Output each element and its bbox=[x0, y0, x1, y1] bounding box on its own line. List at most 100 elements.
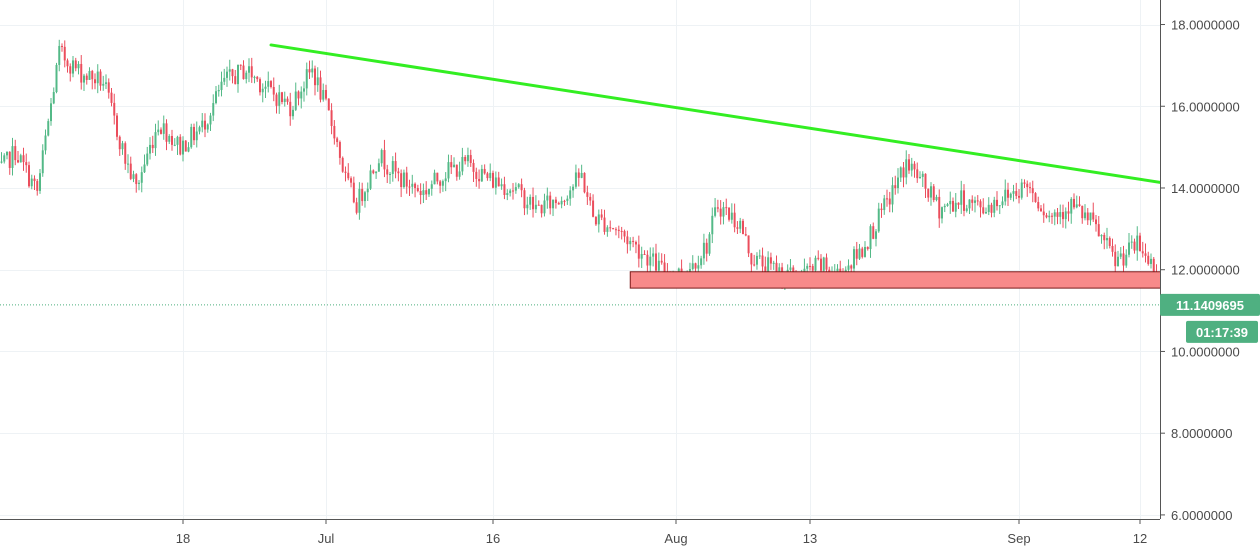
candle-body bbox=[705, 242, 708, 254]
candle bbox=[1034, 192, 1037, 203]
candle-body bbox=[919, 176, 921, 179]
price-scale-background[interactable] bbox=[1160, 0, 1260, 547]
candle-body bbox=[580, 172, 583, 178]
candle-body bbox=[820, 258, 822, 271]
candle-body bbox=[146, 153, 149, 165]
candle bbox=[22, 147, 25, 171]
candle-body bbox=[212, 103, 215, 116]
candle-body bbox=[657, 260, 660, 271]
candle-body bbox=[697, 265, 700, 269]
candle bbox=[503, 176, 506, 200]
candle bbox=[913, 161, 916, 178]
plot-background bbox=[0, 0, 1160, 519]
candle bbox=[546, 187, 549, 209]
candle-body bbox=[283, 98, 286, 102]
candle bbox=[1004, 179, 1007, 206]
candle-body bbox=[419, 191, 422, 196]
candle bbox=[297, 90, 300, 106]
candle bbox=[58, 39, 61, 72]
candle bbox=[769, 252, 772, 270]
candle bbox=[118, 135, 121, 156]
candle bbox=[1056, 208, 1059, 225]
candle-body bbox=[289, 101, 292, 117]
candle-body bbox=[253, 76, 256, 78]
candle-body bbox=[1059, 212, 1062, 217]
candle bbox=[44, 129, 47, 155]
candle bbox=[532, 187, 535, 218]
candle-body bbox=[492, 172, 494, 188]
candle-body bbox=[789, 267, 792, 270]
candle-body bbox=[475, 171, 478, 179]
candle bbox=[586, 185, 589, 205]
candle bbox=[758, 249, 761, 260]
candle-body bbox=[560, 200, 563, 205]
candle-body bbox=[905, 159, 908, 178]
candle bbox=[275, 92, 278, 114]
candle-body bbox=[927, 188, 930, 198]
candle bbox=[475, 167, 478, 187]
candle bbox=[949, 191, 952, 214]
candle bbox=[864, 241, 866, 258]
candle bbox=[223, 68, 226, 86]
candle bbox=[1073, 193, 1075, 210]
candle-body bbox=[1020, 182, 1023, 198]
candle-body bbox=[941, 207, 943, 219]
candle-body bbox=[836, 268, 839, 273]
candle-body bbox=[366, 188, 369, 193]
candle-body bbox=[987, 204, 990, 213]
candle bbox=[433, 169, 436, 185]
candle-body bbox=[66, 60, 69, 67]
candle-body bbox=[552, 199, 555, 209]
candle bbox=[416, 184, 419, 193]
candle bbox=[333, 120, 336, 145]
candle bbox=[386, 164, 389, 184]
candle bbox=[603, 209, 606, 235]
candle bbox=[722, 201, 725, 225]
candle bbox=[179, 134, 182, 156]
candle bbox=[998, 205, 1001, 215]
candle bbox=[466, 147, 469, 167]
candle bbox=[617, 225, 620, 239]
candle-body bbox=[744, 234, 747, 236]
candle bbox=[976, 195, 979, 206]
candle bbox=[938, 189, 941, 228]
candle-body bbox=[231, 69, 234, 77]
candle bbox=[606, 225, 609, 237]
candle-body bbox=[663, 262, 666, 273]
candle-body bbox=[151, 144, 154, 149]
candle bbox=[1064, 207, 1067, 229]
candle-body bbox=[572, 186, 575, 191]
candle-body bbox=[303, 88, 305, 92]
candle-body bbox=[242, 65, 245, 80]
candle-body bbox=[814, 257, 817, 271]
candle bbox=[77, 61, 80, 75]
candle-body bbox=[965, 208, 968, 211]
candle-body bbox=[118, 136, 121, 150]
x-tick-label-1: Jul bbox=[318, 531, 335, 546]
candle-body bbox=[540, 204, 543, 214]
candle bbox=[105, 74, 107, 90]
candle bbox=[1045, 212, 1048, 219]
candle bbox=[17, 151, 19, 164]
y-tick-label-6: 6.0000000 bbox=[1171, 508, 1232, 523]
candle bbox=[560, 196, 563, 209]
candle bbox=[168, 134, 171, 144]
candle-body bbox=[1114, 251, 1117, 267]
candle bbox=[228, 59, 231, 81]
candle-body bbox=[916, 169, 919, 179]
y-tick-label-0: 18.0000000 bbox=[1171, 18, 1240, 33]
candle-body bbox=[300, 91, 303, 99]
candle bbox=[872, 222, 875, 240]
candle bbox=[652, 247, 655, 267]
candle bbox=[361, 182, 364, 206]
candle-body bbox=[165, 123, 168, 142]
candle bbox=[267, 71, 270, 93]
candle bbox=[151, 135, 154, 153]
candle bbox=[1078, 196, 1081, 207]
candle-body bbox=[389, 173, 392, 175]
candle-body bbox=[272, 86, 275, 95]
candle-body bbox=[982, 207, 985, 214]
candle-body bbox=[620, 230, 623, 232]
candle-body bbox=[847, 265, 850, 270]
candle bbox=[377, 158, 380, 172]
